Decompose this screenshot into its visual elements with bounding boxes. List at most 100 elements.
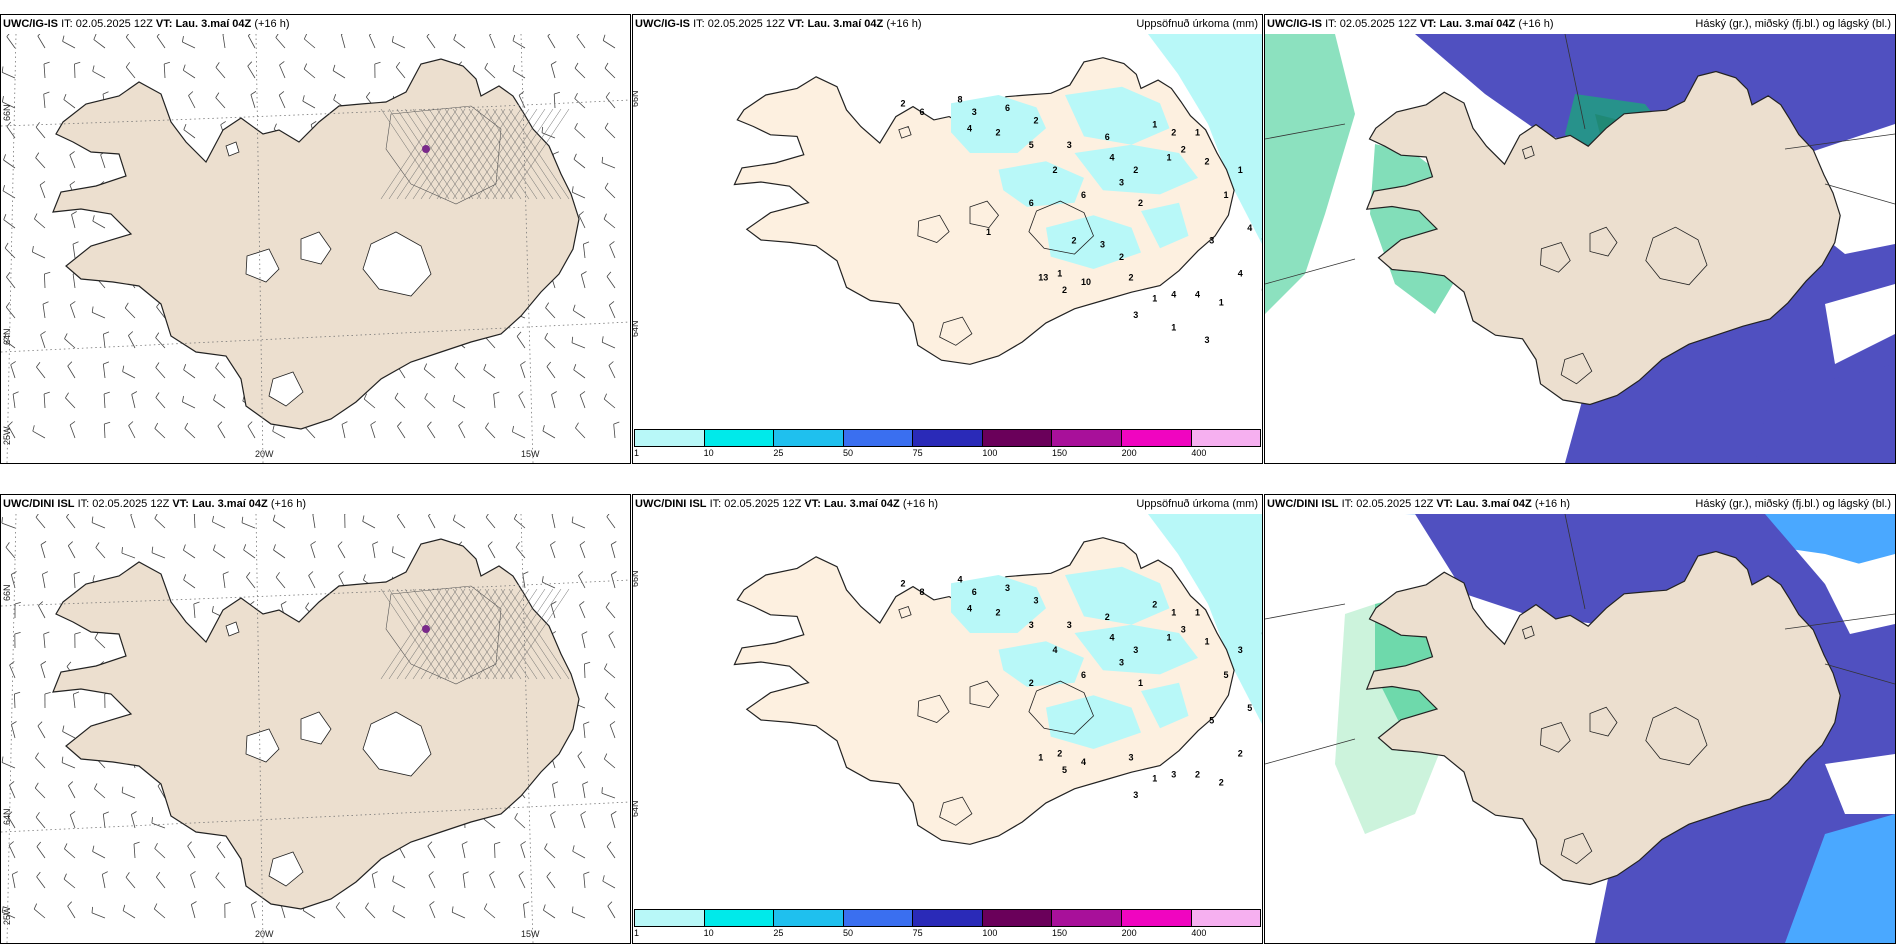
precip-value: 1 [1219, 298, 1224, 308]
precip-value: 2 [901, 99, 906, 109]
vt-value: Lau. 3.maí 04Z [823, 498, 900, 510]
wind-barb [215, 92, 226, 109]
wind-barb [62, 725, 76, 739]
wind-barb [3, 154, 16, 169]
wind-barb [243, 544, 256, 559]
precip-value: 6 [1029, 198, 1034, 208]
legend-tick-label: 200 [1121, 928, 1137, 938]
wind-barb [183, 364, 196, 379]
precip-value: 5 [1247, 703, 1252, 713]
wind-barb [5, 542, 16, 559]
wind-barb [273, 544, 286, 559]
wind-barb [550, 811, 556, 829]
precip-value: 3 [1034, 595, 1039, 605]
wind-barb [604, 62, 616, 79]
precip-value: 1 [1262, 148, 1263, 158]
wind-barb [542, 425, 556, 439]
precip-value: 1 [1195, 128, 1200, 138]
wind-barb [337, 541, 346, 559]
precip-spot [422, 145, 430, 153]
precip-value: 4 [967, 604, 972, 614]
wind-barb [550, 61, 557, 79]
wind-barb [580, 271, 587, 289]
wind-barb [6, 34, 16, 49]
wind-barb [11, 721, 17, 739]
vt-label: VT: [1419, 18, 1437, 30]
glacier-2 [300, 711, 332, 745]
wind-barb [516, 331, 526, 349]
wind-barb [156, 34, 166, 49]
cloud-map[interactable] [1265, 34, 1895, 463]
wind-map[interactable] [1, 514, 630, 943]
wind-barb [543, 904, 556, 919]
wind-barb [103, 331, 110, 349]
precip-value: 2 [1062, 285, 1067, 295]
precip-value: 1 [1238, 165, 1243, 175]
wind-barb [423, 363, 436, 379]
wind-barb [11, 871, 18, 889]
wind-barb [581, 631, 588, 649]
wind-barb [582, 781, 589, 799]
wind-barb [216, 841, 226, 859]
wind-barb [512, 34, 526, 49]
wind-barb [544, 332, 556, 349]
wind-barb [583, 241, 590, 259]
wind-barb [65, 392, 76, 409]
wind-barb [485, 514, 496, 529]
wind-barb [545, 302, 556, 319]
wind-barb [546, 361, 556, 379]
precip-value: 1 [1262, 711, 1263, 721]
precip-map[interactable]: 2486342333462243313121113659552131425313… [633, 514, 1262, 909]
precip-map[interactable]: 2863642253266642322211121113344221310122… [633, 34, 1262, 429]
legend-swatch [1052, 910, 1122, 926]
wind-barb [571, 186, 586, 199]
legend-tick-label: 25 [773, 928, 784, 938]
wind-barb [518, 871, 526, 889]
legend-swatch [913, 430, 983, 446]
legend-tick-label: 100 [982, 448, 998, 458]
precip-value: 13 [1038, 273, 1048, 283]
wind-map[interactable] [1, 34, 630, 463]
wind-barb [397, 421, 406, 439]
it-value: 02.05.2025 12Z [75, 18, 153, 30]
wind-barb [44, 271, 51, 289]
wind-barb [128, 331, 136, 349]
wind-barb [1, 906, 16, 919]
precip-value: 3 [1119, 657, 1124, 667]
precip-value: 3 [1067, 140, 1072, 150]
glacier-1 [917, 214, 950, 243]
wind-barb [66, 514, 76, 529]
wind-barb [125, 34, 136, 49]
cloud-map[interactable] [1265, 514, 1895, 943]
precip-value: 2 [1138, 198, 1143, 208]
wind-barb [275, 572, 286, 589]
precip-areas [951, 566, 1198, 749]
wind-barb [69, 811, 76, 829]
legend-tick-label: 75 [912, 928, 923, 938]
cloud-title: Háský (gr.), miðský (fj.bl.) og lágský (… [1695, 18, 1891, 30]
glacier-3 [268, 371, 304, 407]
precip-value: 2 [996, 128, 1001, 138]
wind-barb [64, 843, 76, 859]
wind-barb [428, 514, 436, 529]
precip-value: 2 [1238, 749, 1243, 759]
wind-barb [163, 61, 171, 79]
iceland-land [1365, 70, 1841, 406]
legend-swatch [704, 430, 775, 446]
precip-value: 3 [1129, 753, 1134, 763]
iceland-land [1365, 550, 1841, 886]
precip-value: 1 [1205, 637, 1210, 647]
glacier-1 [245, 728, 280, 763]
precip-value: 6 [1262, 285, 1263, 295]
wind-barb [37, 721, 46, 739]
wind-barb [513, 514, 526, 529]
precip-value: 1 [1224, 190, 1229, 200]
vt-value: Lau. 3.maí 04Z [807, 18, 884, 30]
wind-barb [608, 361, 616, 379]
precip-blob-4 [1046, 695, 1141, 749]
wind-barb [32, 246, 46, 259]
wind-barb [42, 571, 48, 589]
legend-tick-label: 10 [703, 448, 714, 458]
wind-barb [310, 541, 316, 559]
wind-barb [68, 781, 76, 799]
